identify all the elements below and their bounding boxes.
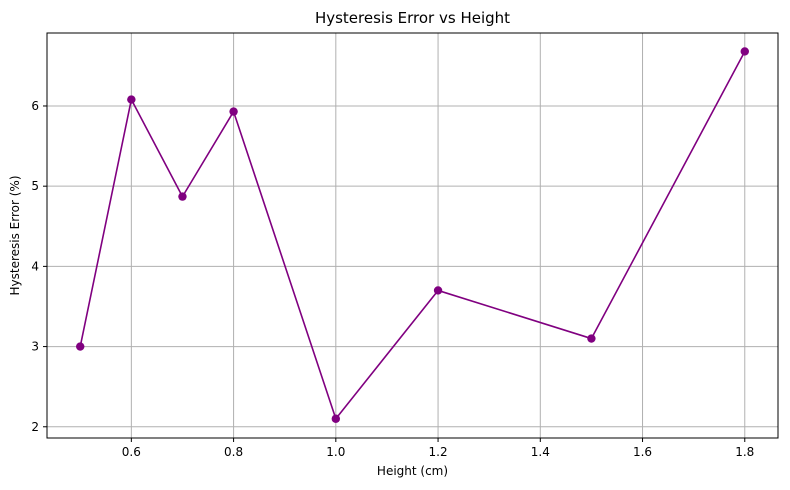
x-tick-label: 1.2 <box>429 445 448 459</box>
data-point <box>127 95 136 104</box>
data-point <box>229 107 238 116</box>
data-point <box>331 414 341 423</box>
series-layer <box>76 47 749 423</box>
data-point <box>740 47 749 56</box>
y-tick-label: 3 <box>31 340 39 354</box>
y-tick-label: 5 <box>31 179 39 193</box>
y-tick-label: 6 <box>31 99 39 113</box>
y-tick-label: 4 <box>31 259 39 273</box>
data-point <box>76 342 85 351</box>
data-point <box>587 334 596 343</box>
y-tick-label: 2 <box>31 420 39 434</box>
data-point <box>178 192 187 201</box>
plot-frame <box>46 32 779 439</box>
x-tick-label: 1.4 <box>531 445 550 459</box>
x-tick-label: 1.0 <box>326 445 345 459</box>
y-axis-label: Hysteresis Error (%) <box>8 176 22 296</box>
x-tick-label: 1.6 <box>633 445 652 459</box>
x-tick-label: 0.8 <box>224 445 243 459</box>
data-point <box>433 286 443 295</box>
grid-lines <box>47 33 778 438</box>
ticks: 0.6 0.8 1.0 1.2 1.4 1.6 1.8 2 3 4 5 6 <box>31 99 754 459</box>
x-tick-label: 0.6 <box>122 445 141 459</box>
x-axis-label: Height (cm) <box>377 464 448 478</box>
chart-title: Hysteresis Error vs Height <box>315 9 510 27</box>
x-tick-label: 1.8 <box>735 445 754 459</box>
series-line <box>79 51 746 420</box>
